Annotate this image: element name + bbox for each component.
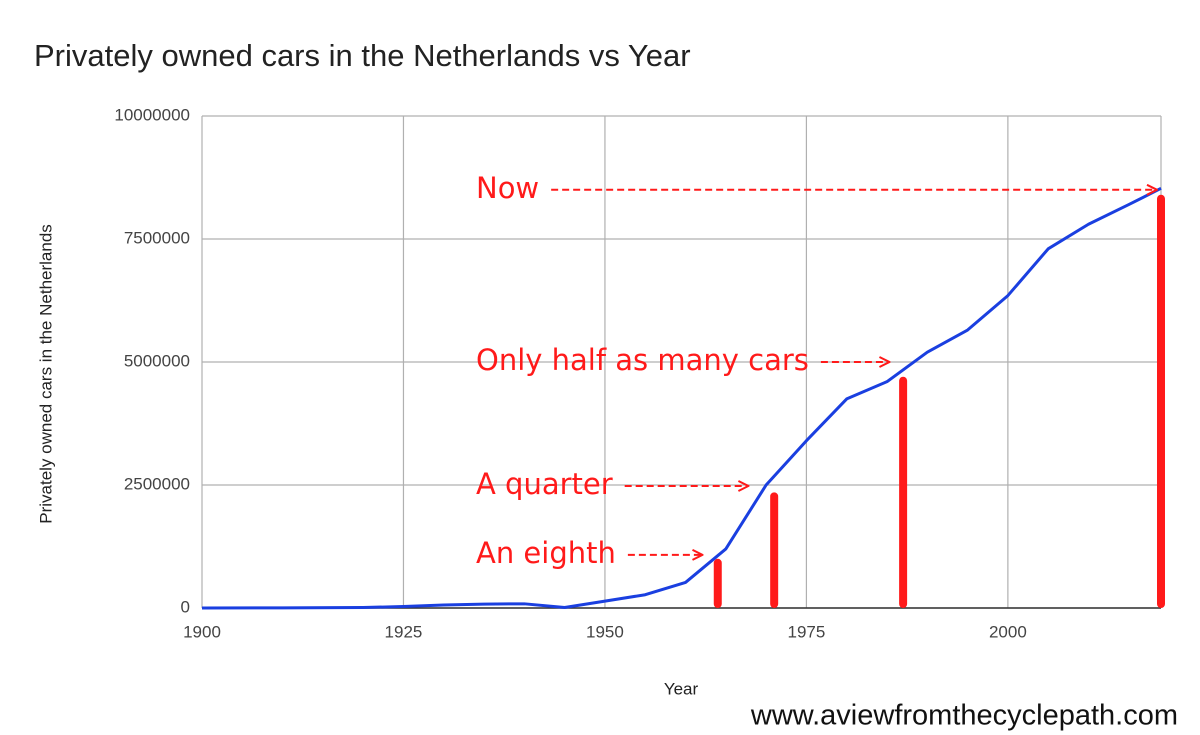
- y-tick-label: 5000000: [124, 351, 190, 370]
- data-line: [201, 186, 1162, 610]
- x-tick-label: 1925: [385, 622, 423, 641]
- y-axis-label: Privately owned cars in the Netherlands: [36, 224, 55, 524]
- x-axis-label: Year: [664, 679, 699, 698]
- watermark: www.aviewfromthecyclepath.com: [750, 700, 1178, 732]
- y-tick-label: 10000000: [114, 105, 190, 124]
- x-tick-label: 2000: [989, 622, 1027, 641]
- x-tick-label: 1900: [183, 622, 221, 641]
- chart-title: Privately owned cars in the Netherlands …: [34, 38, 691, 73]
- annotation: Only half as many cars: [476, 343, 809, 377]
- y-tick-label: 7500000: [124, 228, 190, 247]
- annotation: An eighth: [476, 536, 616, 570]
- annotation: Now: [476, 171, 539, 205]
- y-tick-label: 0: [181, 597, 190, 616]
- x-tick-label: 1975: [787, 622, 825, 641]
- y-tick-label: 2500000: [124, 474, 190, 493]
- annotation: A quarter: [476, 467, 613, 501]
- x-tick-label: 1950: [586, 622, 624, 641]
